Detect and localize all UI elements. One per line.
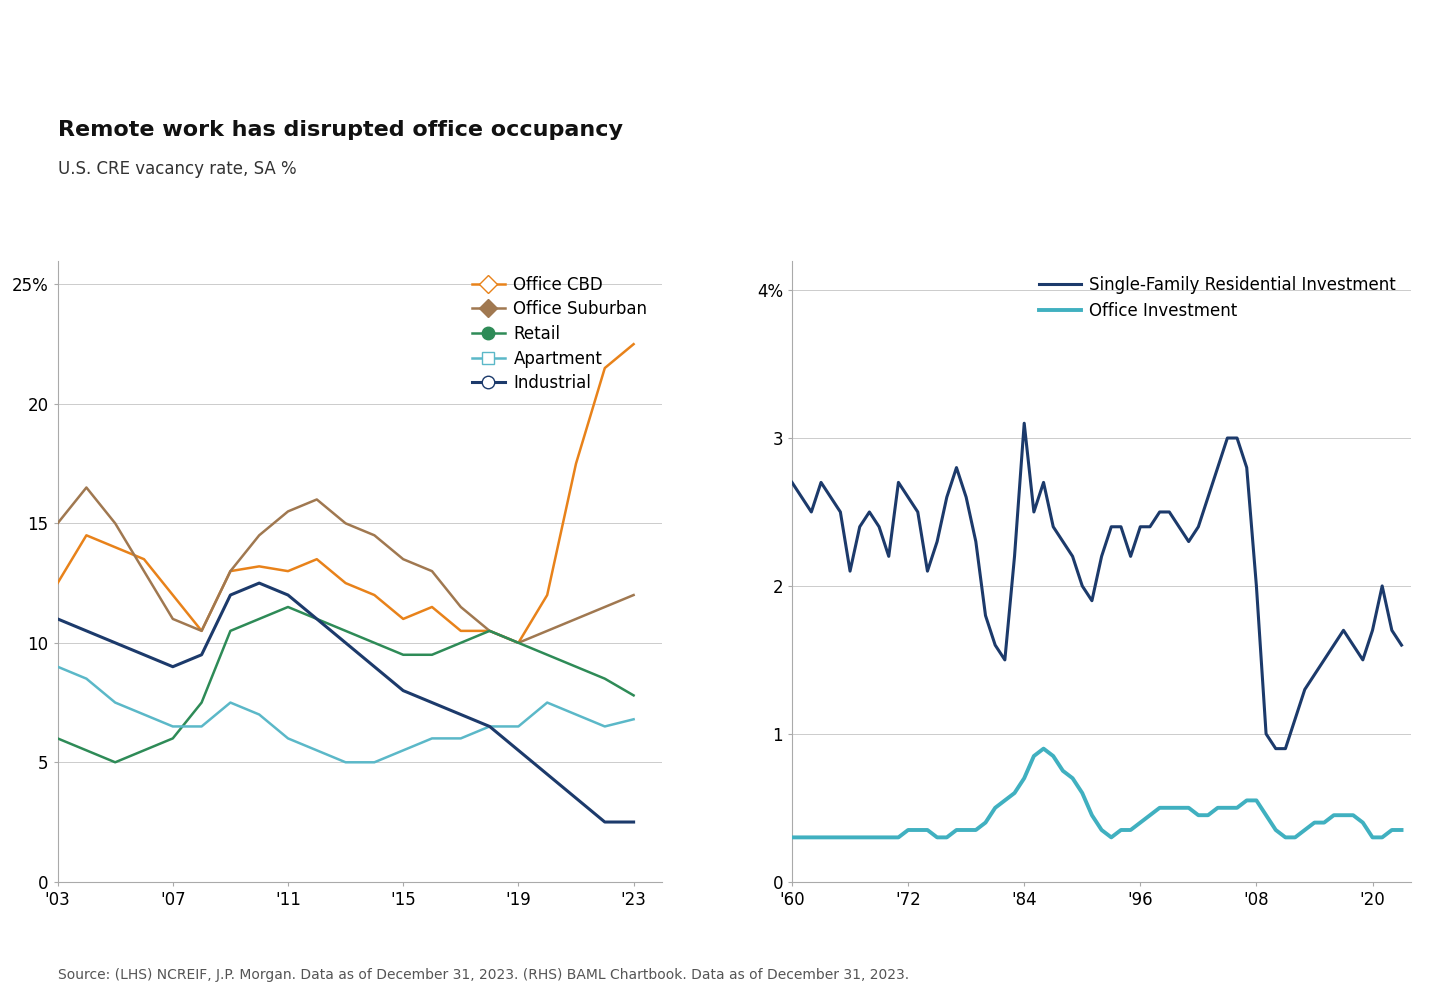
Text: Source: (LHS) NCREIF, J.P. Morgan. Data as of December 31, 2023. (RHS) BAML Char: Source: (LHS) NCREIF, J.P. Morgan. Data … — [58, 968, 909, 982]
Legend: Single-Family Residential Investment, Office Investment: Single-Family Residential Investment, Of… — [1032, 269, 1403, 327]
Legend: Office CBD, Office Suburban, Retail, Apartment, Industrial: Office CBD, Office Suburban, Retail, Apa… — [465, 269, 654, 399]
Text: U.S. CRE vacancy rate, SA %: U.S. CRE vacancy rate, SA % — [58, 160, 297, 178]
Text: Remote work has disrupted office occupancy: Remote work has disrupted office occupan… — [58, 120, 622, 140]
